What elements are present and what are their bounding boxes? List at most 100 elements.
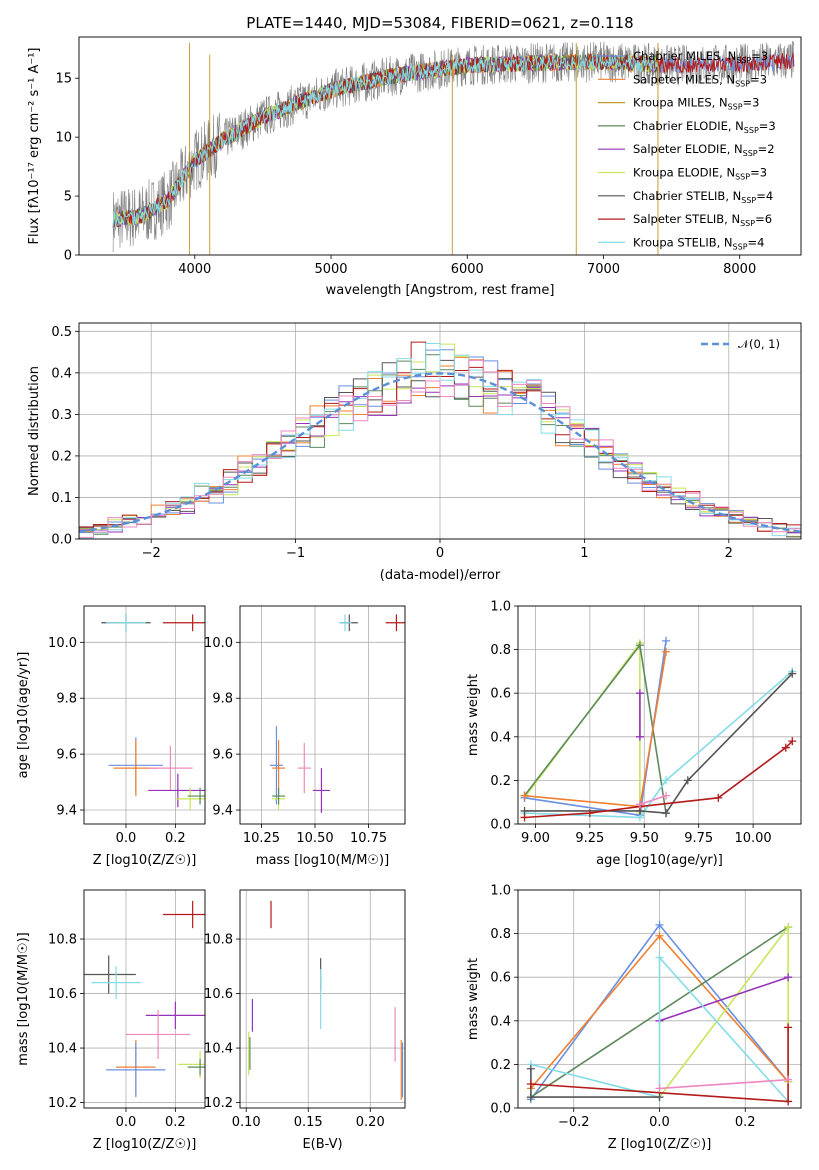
legend-label: Salpeter ELODIE, NSSP=2 [633,142,775,158]
weight-line [524,670,793,819]
error-point [148,745,193,791]
y-tick-label: 1.0 [490,884,511,899]
error-point [385,614,405,632]
x-tick-label: 9.50 [630,831,659,846]
error-point [163,900,205,929]
x-tick-label: 8000 [723,262,756,277]
weight-marker [520,791,529,800]
x-tick-label: 0.2 [165,1115,186,1130]
plot-area [112,40,795,255]
y-tick-label: 0.0 [490,818,511,833]
x-tick-label: 5000 [314,262,347,277]
x-tick-label: 0.10 [232,1115,261,1130]
x-tick-label: 10.75 [350,831,387,846]
legend-label: Kroupa ELODIE, NSSP=3 [633,166,767,182]
y-tick-label: 0.4 [51,366,72,381]
weight-marker [784,1023,793,1032]
weight-marker [655,953,664,962]
plot-area [248,900,404,1100]
legend-label: Chabrier MILES, NSSP=3 [633,49,768,65]
plot-area [79,341,801,539]
y-tick-label: 10.2 [204,1096,233,1111]
weight-marker [655,1093,664,1102]
x-tick-label: 4000 [178,262,211,277]
weight-marker [781,743,790,752]
y-tick-label: 10.8 [48,933,77,948]
y-tick-label: 10.6 [48,987,77,1002]
weight-marker [655,931,664,940]
y-tick-label: 10.8 [204,933,233,948]
x-tick-label: 9.25 [575,831,604,846]
gaussian-curve [79,372,801,533]
weight-marker [526,1093,535,1102]
weight-marker [784,1097,793,1106]
x-tick-label: 7000 [587,262,620,277]
axes-frame [78,36,802,256]
weight-line [524,640,667,817]
weight-marker [635,689,644,698]
weight-marker [662,776,671,785]
y-tick-label: 10.0 [48,636,77,651]
legend-label: Salpeter MILES, NSSP=3 [633,72,767,88]
panel-5: 9.00 9.25 9.50 9.75 10.00 0.0 0.2 0.4 0.6 0.8 1.0 [490,600,802,846]
x-tick-label: 0.0 [116,831,137,846]
axes-frame [78,322,802,540]
x-tick-label: 9.75 [684,831,713,846]
panel-2: −2 −1 0 1 2 0.0 0.1 0.2 0.3 0.4 0.5 [51,322,802,561]
weight-marker [635,732,644,741]
error-point [338,614,352,632]
x-axis-label: age [log10(age/yr)] [596,853,723,868]
y-tick-label: 9.6 [56,748,77,763]
x-tick-label: 0.0 [116,1115,137,1130]
model-fit-line [112,53,658,228]
y-tick-label: 0.6 [490,971,511,986]
axes-frame [239,889,406,1109]
axes-frame [83,889,206,1109]
panel-3: 0.0 0.2 9.4 9.6 9.8 10.0 [48,605,206,846]
error-point [163,614,205,632]
weight-line [524,740,793,819]
error-point [145,1001,205,1029]
x-tick-label: 0.2 [165,831,186,846]
y-tick-label: 0.2 [490,774,511,789]
error-point [148,773,205,808]
y-tick-label: 0.6 [490,687,511,702]
error-point [125,1009,191,1059]
y-axis-label: Flux [fλ10⁻¹⁷ erg cm⁻² s⁻¹ A⁻¹] [27,48,42,245]
y-tick-label: 0.5 [51,325,72,340]
y-axis-label: mass [log10(M/M☉)] [16,932,31,1065]
y-tick-label: 10.0 [204,636,233,651]
y-tick-label: 9.6 [212,748,233,763]
x-axis-label: Z [log10(Z/Z☉)] [93,1137,197,1152]
y-tick-label: 15 [55,72,72,87]
y-tick-label: 9.4 [56,804,77,819]
plot-area [101,614,205,811]
y-tick-label: 0.4 [490,730,511,745]
legend-label: 𝒩(0, 1) [738,337,780,351]
weight-line [659,976,789,1022]
error-point [187,1058,205,1076]
x-axis-label: E(B-V) [302,1137,342,1152]
x-tick-label: 0.20 [356,1115,385,1130]
legend-label: Chabrier ELODIE, NSSP=3 [633,119,776,135]
error-point [270,726,283,805]
y-tick-label: 9.4 [212,804,233,819]
weight-marker [788,669,797,678]
weight-marker [520,813,529,822]
y-tick-label: 10 [55,131,72,146]
weight-marker [655,920,664,929]
legend-label: Kroupa STELIB, NSSP=4 [633,235,764,251]
legend-label: Kroupa MILES, NSSP=3 [633,96,759,112]
legend: 𝒩(0, 1) [701,337,780,351]
weight-line [659,1078,789,1090]
weight-marker [655,1084,664,1093]
weight-marker [662,636,671,645]
error-point [187,787,205,805]
y-tick-label: 0.8 [490,643,511,658]
x-tick-label: 6000 [451,262,484,277]
x-axis-label: Z [log10(Z/Z☉)] [93,853,197,868]
x-tick-label: 1 [580,546,588,561]
x-tick-label: 9.00 [521,831,550,846]
y-tick-label: 10.4 [48,1042,77,1057]
